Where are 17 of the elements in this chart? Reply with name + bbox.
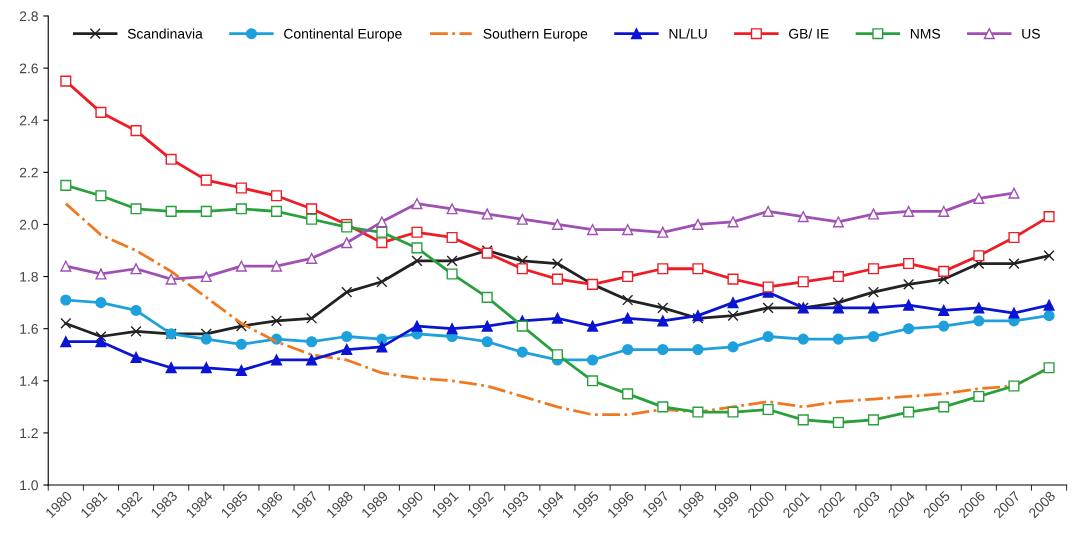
y-tick-label: 1.0 [20, 480, 38, 491]
legend-label: GB/ IE [789, 28, 829, 39]
legend-label: NMS [910, 28, 941, 39]
y-tick-label: 2.2 [19, 167, 38, 178]
y-tick-label: 2.0 [19, 219, 38, 230]
y-tick-label: 1.4 [20, 376, 39, 386]
legend-label: NL/LU [669, 28, 707, 39]
legend-label: Scandinavia [127, 28, 203, 39]
legend-label: Southern Europe [483, 28, 588, 42]
legend-label: Continental Europe [284, 28, 402, 42]
y-tick-label: 2.6 [19, 63, 38, 74]
legend-label: US [1022, 28, 1040, 39]
y-tick-label: 1.6 [20, 324, 38, 334]
y-tick-label: 1.2 [20, 428, 38, 438]
y-tick-label: 2.4 [19, 115, 39, 126]
y-tick-label: 1.8 [20, 271, 38, 282]
y-tick-label: 2.8 [19, 11, 38, 22]
